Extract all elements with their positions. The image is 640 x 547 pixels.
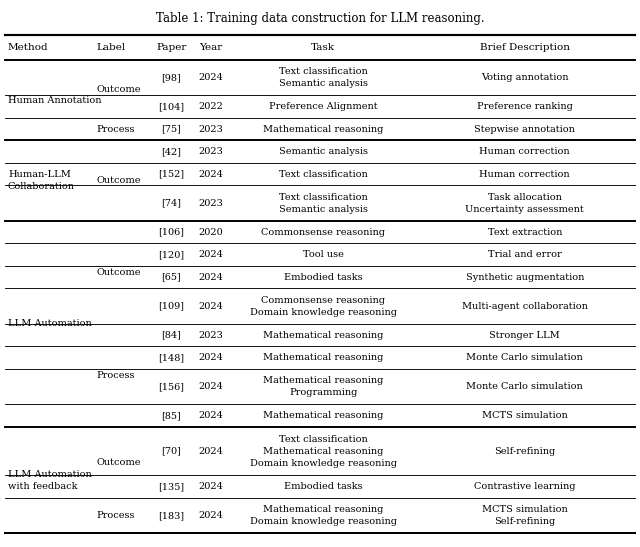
Text: Preference ranking: Preference ranking <box>477 102 573 111</box>
Text: [183]: [183] <box>158 511 184 520</box>
Text: [109]: [109] <box>158 302 184 311</box>
Text: Commonsense reasoning: Commonsense reasoning <box>261 228 385 237</box>
Text: [152]: [152] <box>158 170 184 179</box>
Text: 2024: 2024 <box>198 302 223 311</box>
Text: Tool use: Tool use <box>303 250 344 259</box>
Text: 2024: 2024 <box>198 250 223 259</box>
Text: [75]: [75] <box>161 125 181 134</box>
Text: 2024: 2024 <box>198 273 223 282</box>
Text: [98]: [98] <box>161 73 181 82</box>
Text: LLM Automation
with feedback: LLM Automation with feedback <box>8 470 92 491</box>
Text: 2024: 2024 <box>198 382 223 391</box>
Text: Mathematical reasoning: Mathematical reasoning <box>263 331 383 340</box>
Text: [84]: [84] <box>161 331 181 340</box>
Text: [148]: [148] <box>158 353 184 362</box>
Text: Voting annotation: Voting annotation <box>481 73 568 82</box>
Text: Process: Process <box>96 371 134 380</box>
Text: Contrastive learning: Contrastive learning <box>474 482 575 491</box>
Text: [85]: [85] <box>161 411 181 420</box>
Text: [135]: [135] <box>158 482 184 491</box>
Text: MCTS simulation: MCTS simulation <box>482 411 568 420</box>
Text: Text classification: Text classification <box>279 170 367 179</box>
Bar <box>5 427 93 533</box>
Text: 2024: 2024 <box>198 170 223 179</box>
Text: 2024: 2024 <box>198 511 223 520</box>
Text: LLM Automation: LLM Automation <box>8 319 92 329</box>
Bar <box>5 141 93 221</box>
Text: Commonsense reasoning
Domain knowledge reasoning: Commonsense reasoning Domain knowledge r… <box>250 296 397 317</box>
Text: Task: Task <box>311 43 335 52</box>
Text: 2024: 2024 <box>198 482 223 491</box>
Bar <box>5 60 93 141</box>
Text: 2020: 2020 <box>198 228 223 237</box>
Text: 2022: 2022 <box>198 102 223 111</box>
Text: [65]: [65] <box>161 273 181 282</box>
Text: Human correction: Human correction <box>479 147 570 156</box>
Text: 2024: 2024 <box>198 447 223 456</box>
Text: Stronger LLM: Stronger LLM <box>490 331 560 340</box>
Text: Self-refining: Self-refining <box>494 447 556 456</box>
Text: [120]: [120] <box>158 250 184 259</box>
Text: Method: Method <box>8 43 49 52</box>
Text: Synthetic augmentation: Synthetic augmentation <box>465 273 584 282</box>
Text: Paper: Paper <box>156 43 186 52</box>
Text: Mathematical reasoning
Domain knowledge reasoning: Mathematical reasoning Domain knowledge … <box>250 505 397 526</box>
Text: Text classification
Mathematical reasoning
Domain knowledge reasoning: Text classification Mathematical reasoni… <box>250 435 397 468</box>
Text: Text classification
Semantic analysis: Text classification Semantic analysis <box>278 193 367 214</box>
Text: Human-LLM
Collaboration: Human-LLM Collaboration <box>8 170 75 191</box>
Text: [74]: [74] <box>161 199 181 208</box>
Text: Outcome: Outcome <box>96 458 141 467</box>
Text: 2024: 2024 <box>198 353 223 362</box>
Text: Human correction: Human correction <box>479 170 570 179</box>
Text: Process: Process <box>96 511 134 520</box>
Text: Year: Year <box>200 43 223 52</box>
Text: Brief Description: Brief Description <box>480 43 570 52</box>
Text: Trial and error: Trial and error <box>488 250 562 259</box>
Text: Text extraction: Text extraction <box>488 228 562 237</box>
Text: Task allocation
Uncertainty assessment: Task allocation Uncertainty assessment <box>465 193 584 214</box>
Text: Embodied tasks: Embodied tasks <box>284 482 362 491</box>
Bar <box>93 60 153 118</box>
Text: Process: Process <box>96 125 134 134</box>
Text: Label: Label <box>96 43 125 52</box>
Text: [156]: [156] <box>158 382 184 391</box>
Text: Monte Carlo simulation: Monte Carlo simulation <box>467 353 583 362</box>
Text: Monte Carlo simulation: Monte Carlo simulation <box>467 382 583 391</box>
Text: Mathematical reasoning: Mathematical reasoning <box>263 411 383 420</box>
Text: MCTS simulation
Self-refining: MCTS simulation Self-refining <box>482 505 568 526</box>
Bar <box>93 141 153 221</box>
Text: Outcome: Outcome <box>96 268 141 277</box>
Text: 2023: 2023 <box>198 125 223 134</box>
Text: 2023: 2023 <box>198 147 223 156</box>
Text: Preference Alignment: Preference Alignment <box>269 102 378 111</box>
Bar <box>93 498 153 533</box>
Bar <box>93 427 153 498</box>
Text: [104]: [104] <box>158 102 184 111</box>
Text: 2024: 2024 <box>198 73 223 82</box>
Text: Mathematical reasoning
Programming: Mathematical reasoning Programming <box>263 376 383 397</box>
Text: Semantic analysis: Semantic analysis <box>278 147 367 156</box>
Bar <box>5 221 93 427</box>
Text: Stepwise annotation: Stepwise annotation <box>474 125 575 134</box>
Text: [70]: [70] <box>161 447 181 456</box>
Text: Mathematical reasoning: Mathematical reasoning <box>263 353 383 362</box>
Bar <box>93 324 153 427</box>
Text: Multi-agent collaboration: Multi-agent collaboration <box>462 302 588 311</box>
Text: 2024: 2024 <box>198 411 223 420</box>
Text: 2023: 2023 <box>198 199 223 208</box>
Text: Outcome: Outcome <box>96 176 141 185</box>
Text: Mathematical reasoning: Mathematical reasoning <box>263 125 383 134</box>
Text: Text classification
Semantic analysis: Text classification Semantic analysis <box>278 67 367 88</box>
Text: 2023: 2023 <box>198 331 223 340</box>
Text: Human Annotation: Human Annotation <box>8 96 102 104</box>
Text: [106]: [106] <box>158 228 184 237</box>
Bar <box>93 221 153 324</box>
Bar <box>93 118 153 141</box>
Text: Outcome: Outcome <box>96 84 141 94</box>
Text: Embodied tasks: Embodied tasks <box>284 273 362 282</box>
Text: [42]: [42] <box>161 147 181 156</box>
Text: Table 1: Training data construction for LLM reasoning.: Table 1: Training data construction for … <box>156 12 484 25</box>
